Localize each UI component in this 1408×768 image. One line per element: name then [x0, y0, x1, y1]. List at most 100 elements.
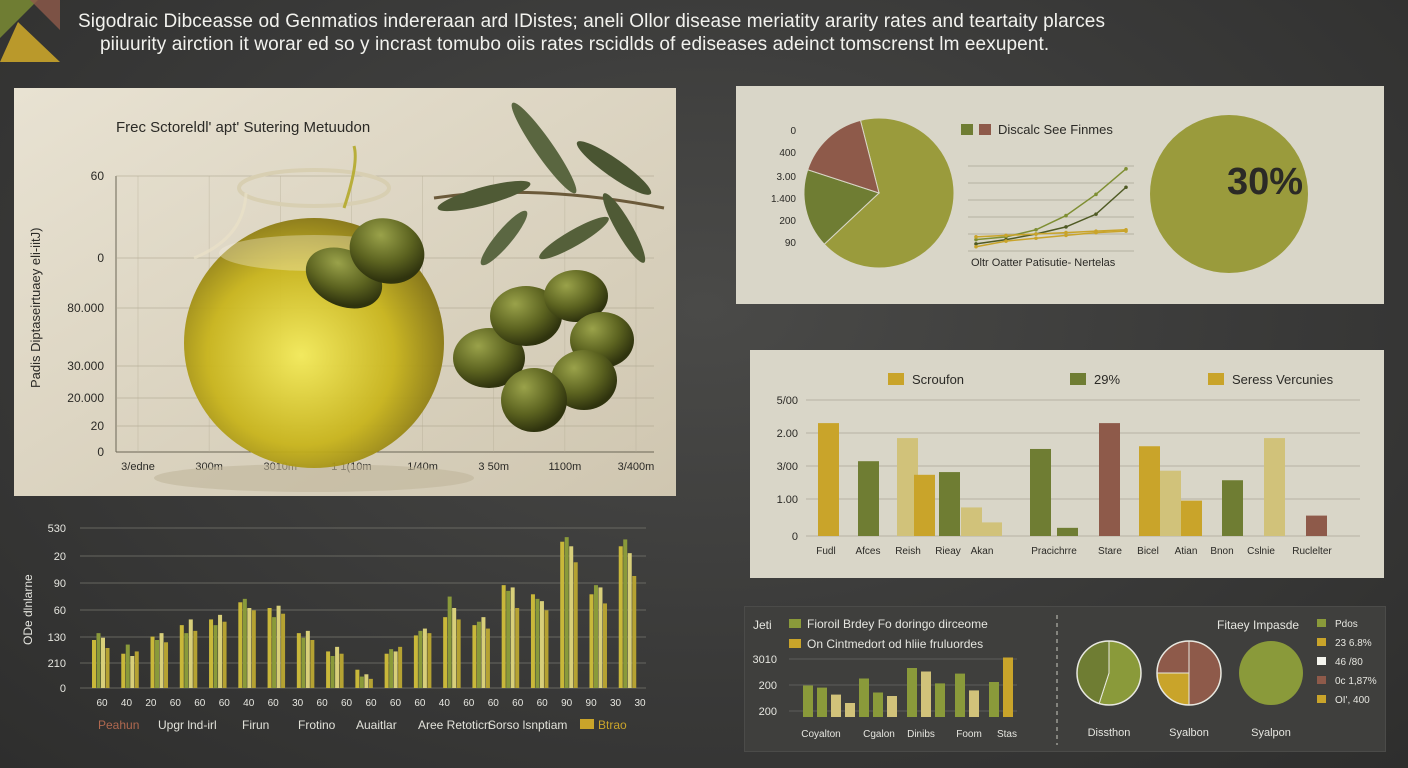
bottom-left-legend-label: Upgr lnd-irl	[158, 718, 217, 732]
main-chart-y-ticks: 60 0 80.000 30.000 20.000 20 0	[67, 169, 104, 459]
pie-panel-y-tick: 0	[790, 126, 796, 137]
bottom-left-bar	[602, 603, 607, 688]
olive-branch-illustration	[433, 102, 665, 266]
right-legend-label: Scroufon	[912, 372, 964, 387]
bottom-right-x-labels: Coyalton Cgalon Dinibs Foom Stas	[801, 729, 1017, 740]
bottom-left-bar	[159, 633, 164, 688]
pie-panel-y-tick: 1.400	[771, 194, 796, 205]
bottom-left-x-tick: 60	[390, 698, 402, 709]
right-bar	[981, 522, 1002, 536]
bottom-left-legend-label: Peahun	[98, 718, 139, 732]
right-bar-y-tick: 0	[792, 531, 798, 543]
pie-slice-green	[803, 169, 880, 245]
bottom-left-bar	[130, 656, 135, 688]
bottom-right-bar	[803, 685, 813, 717]
bottom-left-bar	[281, 613, 286, 688]
bottom-left-bar	[188, 619, 193, 688]
bottom-left-bar	[472, 625, 477, 688]
bottom-left-bar	[530, 594, 535, 688]
big-value-circle	[1150, 115, 1308, 273]
bottom-left-bar	[213, 625, 218, 688]
bottom-left-bar	[305, 630, 310, 688]
bottom-left-bar	[267, 608, 272, 688]
bottom-left-bar	[368, 678, 373, 688]
bottom-left-legend-label: Frotino	[298, 718, 336, 732]
bottom-left-x-tick: 60	[170, 698, 182, 709]
right-bar-x-label: Cslnie	[1247, 546, 1275, 557]
bottom-left-bar	[515, 608, 520, 688]
right-bar-x-label: Fudl	[816, 546, 835, 557]
right-legend-swatch	[888, 373, 904, 385]
mini-line-point	[1034, 227, 1038, 232]
pies-title: Fitaey Impasde	[1217, 618, 1299, 632]
right-bar	[818, 423, 839, 536]
right-legend-swatch	[1208, 373, 1224, 385]
bottom-left-bar	[92, 640, 96, 688]
bottom-left-x-tick: 30	[292, 698, 304, 709]
right-bar	[858, 461, 879, 536]
bottom-left-y-tick: 530	[48, 523, 66, 535]
bottom-left-legend-label: Btrao	[598, 718, 627, 732]
bottom-right-side-legend-swatch	[1317, 619, 1326, 627]
bottom-left-bar	[105, 648, 110, 688]
bottom-left-x-tick: 60	[219, 698, 231, 709]
main-x-tick: 3/edne	[121, 461, 155, 473]
bottom-left-bar	[618, 546, 623, 688]
bottom-left-x-tick: 60	[537, 698, 549, 709]
bottom-left-bar	[330, 656, 335, 688]
right-bar-x-label: Bnon	[1210, 546, 1233, 557]
bottom-right-pies: Dissthon Syalbon Syalpon	[1076, 640, 1303, 739]
right-bar	[914, 474, 935, 536]
bottom-right-side-legend-label: OI', 400	[1335, 695, 1370, 706]
bottom-left-bar	[364, 674, 369, 688]
mini-line-series-1	[975, 186, 1127, 245]
bottom-left-x-tick: 20	[145, 698, 157, 709]
bottom-left-x-ticks: 60 40 20 60 60 60 40 60 30 60 60 60 60 60 40 60 60 60 60 90…	[96, 698, 646, 709]
mini-line-point	[1034, 236, 1038, 241]
bottom-right-side-legend-label: Pdos	[1335, 619, 1358, 630]
right-bar	[961, 507, 982, 536]
pie-legend-label: Discalc See Finmes	[998, 122, 1113, 137]
bottom-left-bar	[238, 602, 243, 688]
bottom-left-bar	[418, 630, 423, 688]
right-bar	[1139, 446, 1160, 536]
mini-line-point	[1064, 225, 1068, 229]
bottom-left-bar	[569, 546, 574, 688]
bottom-left-bar	[510, 587, 515, 688]
bottom-left-bar	[413, 635, 418, 688]
olives-illustration	[453, 270, 634, 432]
bottom-left-x-tick: 90	[586, 698, 598, 709]
bottom-right-y-tick: 3010	[753, 654, 777, 666]
bottom-left-bar	[247, 608, 252, 688]
bottom-left-bar	[222, 621, 227, 688]
bottom-left-x-tick: 40	[439, 698, 451, 709]
bottom-left-bar	[310, 640, 315, 688]
logo-mark	[0, 0, 60, 62]
bottom-left-legend-label: Firun	[242, 718, 269, 732]
right-bar-marks	[818, 423, 1327, 536]
bottom-left-x-tick: 60	[463, 698, 475, 709]
bottom-right-side-legend-label: 46 /80	[1335, 657, 1363, 668]
bottom-left-x-tick: 60	[512, 698, 524, 709]
bottom-right-pie-outline	[1156, 640, 1222, 706]
right-bar-x-label: Ruclelter	[1292, 546, 1332, 557]
bottom-right-x-label: Foom	[956, 729, 982, 740]
bottom-left-bar	[296, 633, 301, 688]
bottom-left-bar	[535, 598, 540, 688]
bottom-left-bar	[384, 653, 389, 688]
bottom-left-y-tick: 20	[54, 551, 66, 563]
bottom-left-bar	[164, 642, 169, 688]
bottom-left-legend: Peahun Upgr lnd-irl Firun Frotino Auaitlar Ar…	[98, 718, 627, 732]
right-bar-y-tick: 1.00	[777, 494, 798, 506]
bottom-right-x-label: Coyalton	[801, 729, 840, 740]
bottom-left-bar	[155, 640, 160, 688]
bottom-left-y-tick: 210	[48, 658, 66, 670]
mini-line-point	[1004, 233, 1008, 238]
right-bar	[1057, 527, 1078, 536]
bottom-left-x-tick: 60	[365, 698, 377, 709]
right-bar-y-tick: 3/00	[777, 461, 798, 473]
bottom-left-bar	[443, 617, 448, 688]
bottom-left-bar-marks	[92, 537, 637, 688]
mini-line-series-2	[975, 230, 1127, 248]
pie-slice-olive	[823, 117, 955, 269]
